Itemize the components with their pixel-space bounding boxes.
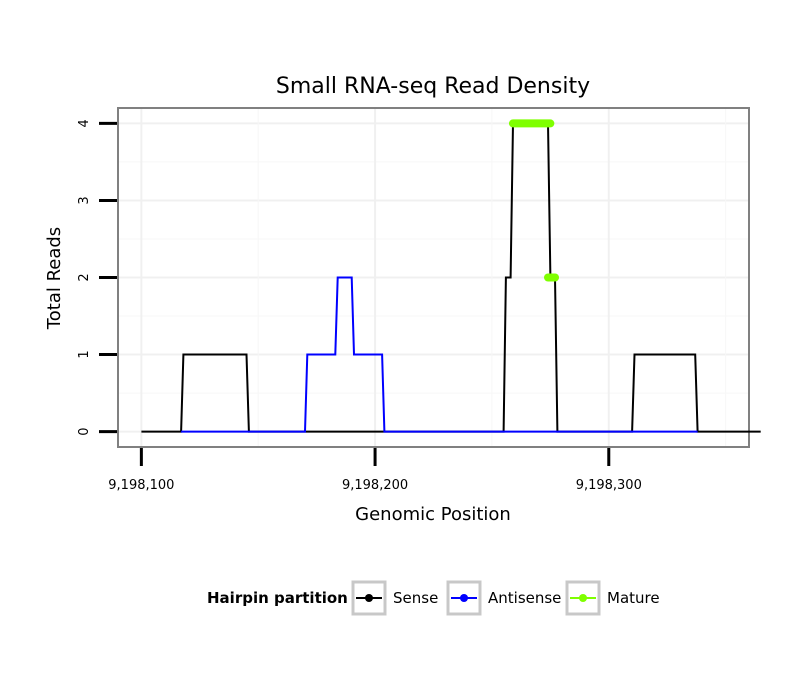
series-line-antisense [181, 276, 698, 433]
legend-label-mature: Mature [607, 589, 660, 607]
axes: 0 1 2 3 4 9,198,100 9,198,200 9,198,300 [77, 119, 642, 493]
y-tick-label-1: 1 [77, 350, 92, 358]
legend-dot-mature [579, 594, 587, 602]
y-tick-label-3: 3 [77, 196, 92, 204]
legend-item-mature: Mature [565, 580, 660, 616]
legend-label-antisense: Antisense [488, 589, 561, 607]
chart-title: Small RNA-seq Read Density [276, 74, 590, 99]
series-layer [141, 119, 761, 433]
legend-title: Hairpin partition [207, 589, 348, 607]
legend: Hairpin partition Sense Antisense Mature [207, 580, 660, 616]
x-tick-label-9,198,300: 9,198,300 [576, 478, 642, 493]
y-tick-label-2: 2 [77, 273, 92, 281]
y-tick-label-4: 4 [77, 119, 92, 127]
x-tick-label-9,198,200: 9,198,200 [342, 478, 408, 493]
x-axis-title: Genomic Position [355, 504, 511, 525]
y-tick-label-0: 0 [77, 427, 92, 435]
legend-item-sense: Sense [351, 580, 438, 616]
legend-item-antisense: Antisense [446, 580, 561, 616]
y-axis-title: Total Reads [44, 227, 65, 330]
legend-dot-sense [365, 594, 373, 602]
legend-label-sense: Sense [393, 589, 438, 607]
x-tick-label-9,198,100: 9,198,100 [108, 478, 174, 493]
legend-dot-antisense [460, 594, 468, 602]
